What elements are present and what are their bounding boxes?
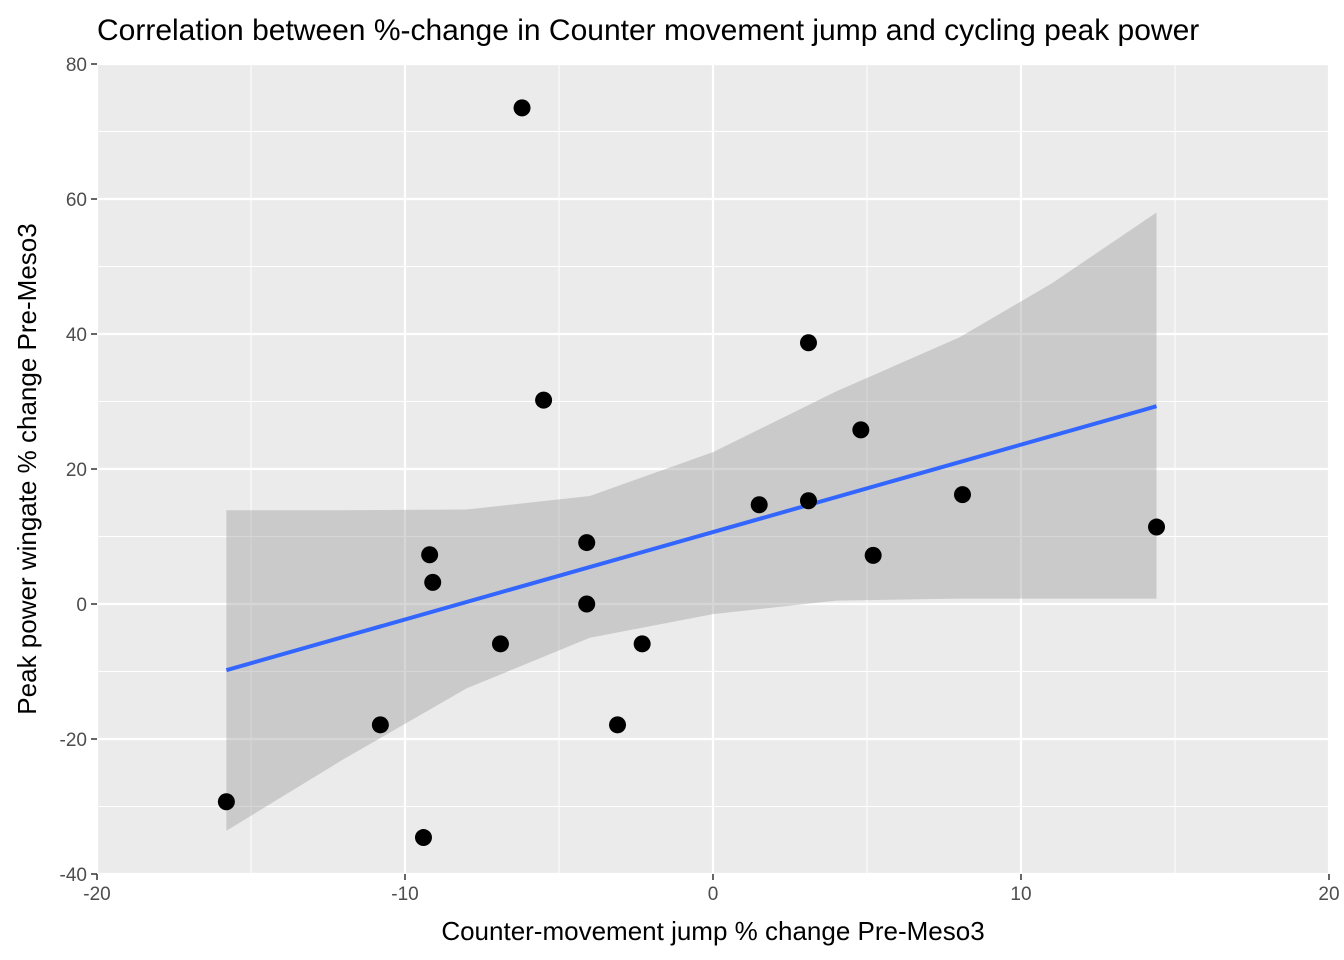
y-tick-label: -40 bbox=[60, 865, 87, 886]
x-tick-label: -20 bbox=[83, 884, 110, 905]
x-axis-title: Counter-movement jump % change Pre-Meso3 bbox=[441, 916, 984, 946]
data-point bbox=[535, 391, 553, 409]
data-point bbox=[578, 534, 596, 552]
x-tick-label: -10 bbox=[391, 884, 418, 905]
data-point bbox=[513, 99, 531, 117]
y-tick-label: 40 bbox=[66, 325, 87, 346]
data-point bbox=[953, 486, 971, 504]
chart-title: Correlation between %-change in Counter … bbox=[97, 14, 1199, 47]
regression-line bbox=[225, 404, 1158, 673]
data-point bbox=[864, 546, 882, 564]
x-tick-label: 0 bbox=[708, 884, 719, 905]
data-points bbox=[217, 99, 1166, 847]
y-axis: -40 -20 0 20 40 60 80 bbox=[60, 55, 97, 886]
x-tick-label: 20 bbox=[1318, 884, 1339, 905]
confidence-band bbox=[226, 212, 1157, 831]
y-tick-label: -20 bbox=[60, 730, 87, 751]
data-point bbox=[371, 716, 389, 734]
data-point bbox=[852, 421, 870, 439]
y-tick-label: 0 bbox=[76, 595, 87, 616]
fit-line-layer bbox=[225, 404, 1158, 673]
y-tick-label: 60 bbox=[66, 190, 87, 211]
y-axis-title: Peak power wingate % change Pre-Meso3 bbox=[12, 223, 42, 714]
data-point bbox=[750, 496, 768, 514]
data-point bbox=[799, 492, 817, 510]
data-point bbox=[1148, 518, 1166, 536]
confidence-band-layer bbox=[226, 212, 1157, 831]
data-point bbox=[217, 793, 235, 811]
data-point bbox=[609, 716, 627, 734]
data-point bbox=[799, 334, 817, 352]
data-point bbox=[414, 829, 432, 847]
data-point bbox=[491, 635, 509, 653]
y-tick-label: 20 bbox=[66, 460, 87, 481]
x-tick-label: 10 bbox=[1010, 884, 1031, 905]
y-tick-label: 80 bbox=[66, 55, 87, 76]
data-point bbox=[424, 573, 442, 591]
data-point bbox=[421, 546, 439, 564]
data-point bbox=[578, 595, 596, 613]
data-point bbox=[633, 635, 651, 653]
x-axis: -20 -10 0 10 20 bbox=[83, 874, 1340, 905]
